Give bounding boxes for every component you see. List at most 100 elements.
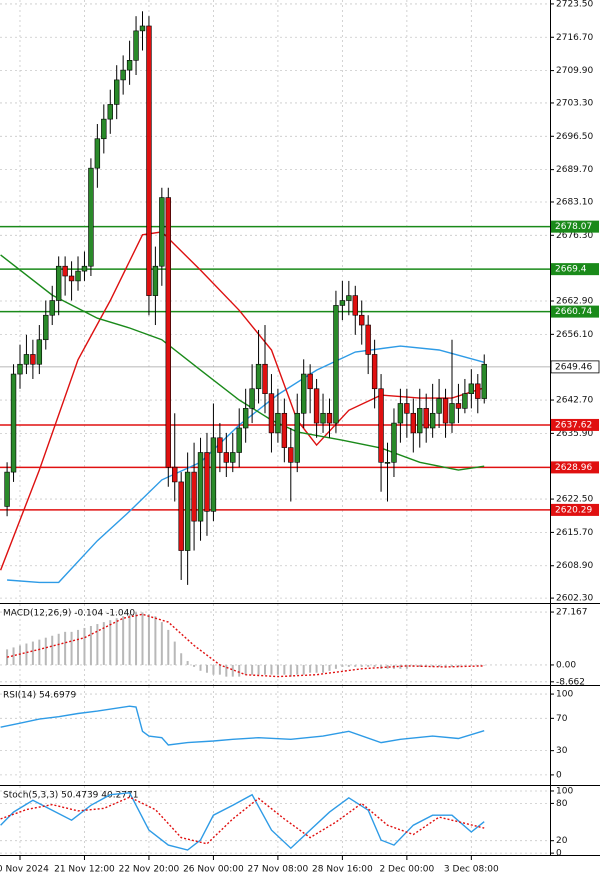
- level-label: 2669.4: [555, 265, 587, 275]
- candle-body: [210, 437, 217, 512]
- candle-body: [88, 167, 94, 267]
- candle-body: [468, 383, 475, 394]
- level-label-box: [551, 461, 599, 474]
- candle-body: [10, 373, 17, 473]
- histogram-bar: [141, 612, 144, 665]
- candle-body: [307, 373, 313, 390]
- indicator-line: [0, 792, 485, 851]
- histogram-bar: [283, 664, 286, 675]
- histogram-bar: [109, 620, 112, 665]
- candle-body: [371, 354, 378, 390]
- histogram-bar: [257, 664, 260, 675]
- candle-body: [417, 408, 423, 434]
- histogram-bar: [180, 653, 183, 665]
- candle-body: [178, 481, 184, 551]
- histogram-bar: [302, 664, 305, 675]
- x-tick-label: 21 Nov 12:00: [54, 865, 115, 875]
- histogram-bar: [463, 664, 466, 666]
- histogram-bar: [450, 664, 453, 667]
- histogram-bar: [173, 641, 176, 665]
- histogram-bar: [18, 645, 21, 665]
- candle-body: [346, 295, 352, 301]
- candle-body: [378, 388, 384, 463]
- x-tick-label: 27 Nov 08:00: [248, 865, 309, 875]
- histogram-bar: [89, 626, 92, 665]
- y-tick-label: 100: [556, 786, 573, 796]
- candle-body: [223, 452, 230, 463]
- candle-body: [455, 403, 462, 409]
- histogram-bar: [289, 664, 292, 677]
- y-tick-label: 2676.30: [556, 231, 593, 241]
- candle-body: [449, 403, 455, 424]
- histogram-bar: [44, 637, 47, 665]
- candle-body: [436, 398, 442, 414]
- last-price-box: [550, 360, 600, 374]
- histogram-bar: [225, 664, 228, 677]
- histogram-bar: [251, 664, 254, 675]
- y-tick-label: 2656.10: [556, 330, 593, 340]
- level-label-box: [551, 418, 599, 431]
- candle-body: [4, 471, 10, 507]
- candle-body: [442, 398, 449, 424]
- histogram-bar: [399, 664, 402, 669]
- histogram-bar: [444, 664, 447, 667]
- histogram-bar: [64, 631, 67, 665]
- histogram-bar: [38, 639, 41, 665]
- histogram-bar: [193, 664, 196, 667]
- histogram-bar: [25, 643, 28, 665]
- histogram-bar: [360, 664, 363, 667]
- candle-body: [242, 408, 249, 429]
- histogram-bar: [483, 664, 486, 666]
- y-tick-label: 80: [556, 799, 568, 809]
- histogram-bar: [309, 664, 312, 673]
- candle-body: [320, 412, 326, 424]
- candle-body: [481, 363, 487, 399]
- y-tick-label: 2683.10: [556, 197, 593, 207]
- histogram-bar: [147, 614, 150, 665]
- candle-body: [68, 275, 75, 282]
- last-price-label: 2649.46: [555, 362, 592, 372]
- histogram-bar: [51, 635, 54, 665]
- level-label: 2628.96: [555, 463, 592, 473]
- candle-body: [359, 314, 365, 326]
- indicator-line: [0, 705, 485, 746]
- y-tick-label: 0: [556, 770, 562, 780]
- candle-body: [294, 412, 300, 463]
- candle-body: [49, 300, 55, 316]
- candle-body: [55, 265, 62, 301]
- histogram-bar: [199, 664, 202, 671]
- histogram-bar: [238, 664, 241, 677]
- candle-body: [475, 383, 481, 399]
- y-tick-label: 70: [556, 714, 568, 724]
- candle-body: [230, 452, 236, 463]
- candle-body: [275, 412, 281, 434]
- y-tick-label: 2602.30: [556, 594, 593, 604]
- x-tick-label: 20 Nov 2024: [0, 865, 49, 875]
- x-tick-label: 3 Dec 08:00: [444, 865, 499, 875]
- histogram-bar: [367, 664, 370, 667]
- histogram-bar: [135, 612, 138, 665]
- panel-title: Stoch(5,3,3) 50.4739 40.2771: [3, 791, 138, 801]
- y-tick-label: 2723.50: [556, 0, 593, 9]
- histogram-bar: [186, 661, 189, 665]
- candle-body: [429, 412, 436, 429]
- histogram-bar: [264, 664, 267, 675]
- candle-body: [146, 25, 152, 296]
- histogram-bar: [373, 664, 376, 667]
- y-tick-label: 2608.90: [556, 561, 593, 571]
- x-tick-label: 2 Dec 00:00: [379, 865, 434, 875]
- level-label: 2620.29: [555, 505, 592, 515]
- indicator-line: [0, 796, 485, 845]
- histogram-bar: [70, 631, 73, 665]
- candle-body: [397, 403, 404, 424]
- y-tick-label: 2622.50: [556, 495, 593, 505]
- candle-body: [23, 354, 30, 365]
- candle-body: [107, 104, 113, 120]
- x-tick-label: 28 Nov 16:00: [312, 865, 373, 875]
- candle-body: [204, 452, 210, 512]
- y-tick-label: 20: [556, 836, 568, 846]
- histogram-bar: [276, 664, 279, 675]
- y-tick-label: 2709.90: [556, 66, 593, 76]
- candle-body: [126, 59, 133, 71]
